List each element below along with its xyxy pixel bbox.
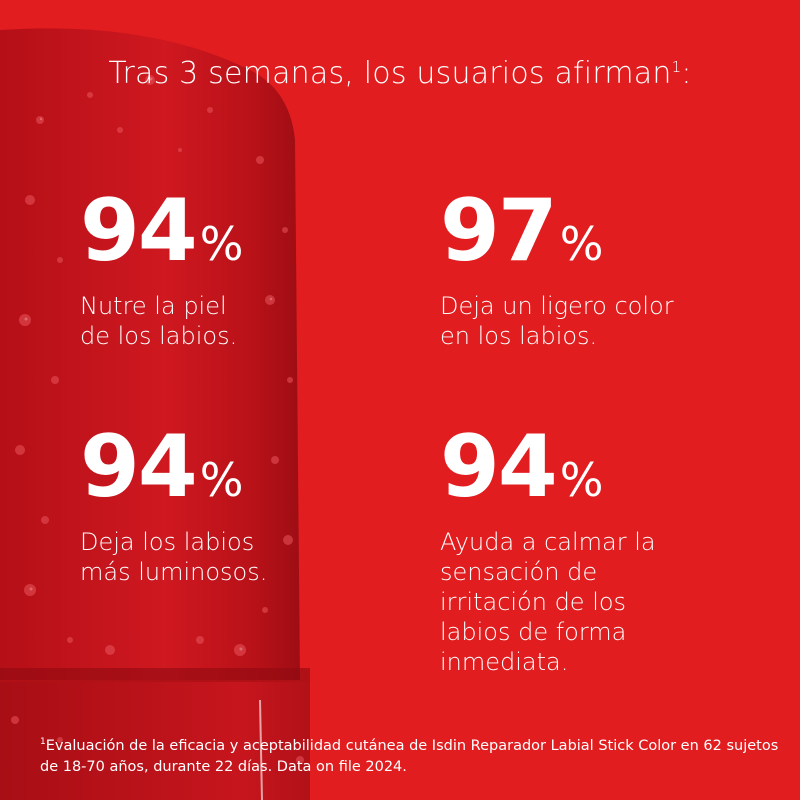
- stat-value: 94: [80, 417, 198, 517]
- stat-value: 94: [80, 181, 198, 281]
- stat-description: Deja un ligero color en los labios.: [440, 292, 674, 350]
- stat-unit: %: [559, 453, 604, 507]
- footnote-marker: 1: [40, 737, 46, 748]
- stat-unit: %: [199, 453, 244, 507]
- stat-luminous: 94% Deja los labios más luminosos.: [80, 424, 320, 587]
- headline-suffix: :: [681, 56, 692, 91]
- footnote-text: Evaluación de la eficacia y aceptabilida…: [40, 738, 779, 775]
- stat-nutrition: 94% Nutre la piel de los labios.: [80, 188, 320, 351]
- stat-description: Deja los labios más luminosos.: [80, 528, 268, 586]
- headline-text: Tras 3 semanas, los usuarios afirman: [108, 56, 672, 91]
- stat-description: Nutre la piel de los labios.: [80, 292, 238, 350]
- stat-value: 94: [440, 417, 558, 517]
- lipstick-product-image: [0, 0, 310, 800]
- footnote: 1Evaluación de la eficacia y aceptabilid…: [40, 736, 780, 778]
- headline: Tras 3 semanas, los usuarios afirman1:: [0, 56, 800, 91]
- stat-unit: %: [199, 217, 244, 271]
- stat-soothing: 94% Ayuda a calmar la sensación de irrit…: [440, 424, 760, 677]
- stat-value: 97: [440, 181, 558, 281]
- stat-description: Ayuda a calmar la sensación de irritació…: [440, 528, 656, 676]
- headline-footnote-marker: 1: [671, 58, 682, 76]
- stat-unit: %: [559, 217, 604, 271]
- stat-color: 97% Deja un ligero color en los labios.: [440, 188, 760, 351]
